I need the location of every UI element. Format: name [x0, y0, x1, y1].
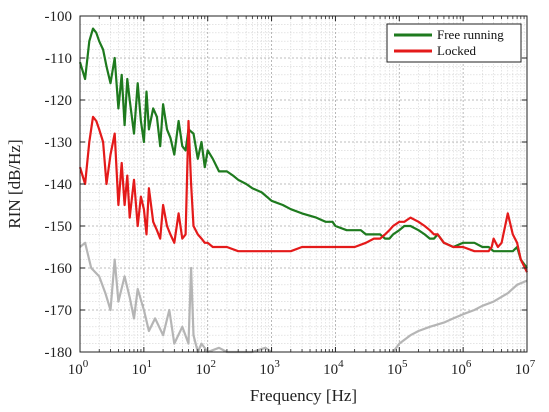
x-tick-labels: 100 101 102 103 104 105 106 107: [68, 358, 536, 378]
series-layer: [78, 27, 528, 354]
x-tick-label: 104: [323, 358, 344, 378]
y-tick-label: -100: [45, 9, 73, 25]
x-tick-label: 105: [387, 358, 408, 378]
x-axis-title: Frequency [Hz]: [250, 386, 357, 405]
x-tick-label: 100: [68, 358, 89, 378]
series-locked: [78, 115, 528, 273]
y-tick-label: -110: [45, 51, 72, 67]
x-tick-label: 103: [259, 358, 280, 378]
y-tick-label: -140: [45, 177, 73, 193]
legend-label-free-running: Free running: [437, 27, 504, 42]
y-tick-label: -180: [45, 345, 73, 361]
y-tick-label: -130: [45, 135, 73, 151]
y-tick-labels: -100 -110 -120 -130 -140 -150 -160 -170 -180: [45, 9, 73, 361]
series-reference-3: [392, 279, 528, 353]
y-tick-label: -160: [45, 261, 73, 277]
y-tick-label: -120: [45, 93, 73, 109]
legend-box: [386, 23, 522, 63]
axis-ticks: [79, 15, 528, 353]
y-tick-label: -150: [45, 219, 73, 235]
x-tick-label: 101: [132, 358, 153, 378]
x-tick-label: 107: [515, 358, 536, 378]
series-reference-2: [79, 241, 273, 354]
y-tick-label: -170: [45, 303, 73, 319]
x-tick-label: 102: [195, 358, 216, 378]
legend: Free running Locked: [386, 23, 522, 63]
x-tick-label: 106: [451, 358, 472, 378]
y-axis-title: RIN [dB/Hz]: [5, 139, 24, 228]
legend-label-locked: Locked: [437, 43, 476, 58]
